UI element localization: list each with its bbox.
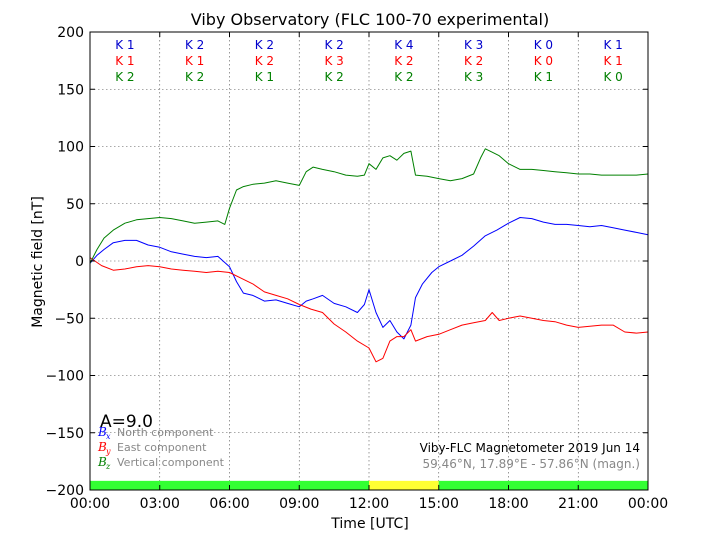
k-index-value: K 0	[603, 70, 622, 84]
y-tick-label: 150	[57, 82, 84, 98]
daylight-segment	[438, 480, 648, 490]
k-index-value: K 2	[394, 54, 413, 68]
k-index-value: K 3	[464, 70, 483, 84]
k-index-value: K 2	[255, 38, 274, 52]
y-axis-ticks: −200 −150 −100 −50 0 50 100 150 200	[46, 25, 648, 499]
k-index-value: K 2	[185, 70, 204, 84]
x-tick-label: 21:00	[558, 496, 598, 512]
x-tick-label: 15:00	[419, 496, 459, 512]
k-index-value: K 0	[534, 54, 553, 68]
x-axis-ticks: 00:00 03:00 06:00 09:00 12:00 15:00 18:00 21:00…	[70, 32, 668, 512]
y-tick-label: −100	[46, 369, 84, 385]
y-axis-label: Magnetic field [nT]	[30, 196, 46, 328]
station-title: Viby-FLC Magnetometer 2019 Jun 14	[420, 441, 640, 455]
k-index-value: K 3	[324, 54, 343, 68]
legend-symbol: B	[97, 455, 107, 469]
k-index-value: K 0	[534, 38, 553, 52]
k-index-value: K 2	[464, 54, 483, 68]
x-tick-label: 00:00	[70, 496, 110, 512]
y-tick-label: −50	[54, 311, 84, 327]
k-index-value: K 1	[603, 38, 622, 52]
a-index-label: A=9.0	[100, 412, 153, 432]
k-index-value: K 1	[185, 54, 204, 68]
y-tick-label: −150	[46, 426, 84, 442]
k-index-value: K 2	[324, 70, 343, 84]
y-tick-label: −200	[46, 483, 84, 499]
series-line	[89, 217, 649, 340]
station-coordinates: 59.46°N, 17.89°E - 57.86°N (magn.)	[423, 457, 640, 471]
x-tick-label: 12:00	[349, 496, 389, 512]
k-index-value: K 2	[115, 70, 134, 84]
legend-subscript: z	[105, 462, 111, 471]
legend-subscript: x	[106, 432, 111, 441]
legend-label: East component	[117, 441, 207, 454]
series-line	[89, 148, 649, 264]
legend-subscript: y	[105, 447, 111, 456]
daylight-segment	[369, 480, 439, 490]
k-index-value: K 1	[534, 70, 553, 84]
x-tick-label: 00:00	[628, 496, 668, 512]
series-lines	[89, 148, 649, 363]
k-index-value: K 3	[464, 38, 483, 52]
k-index-value: K 1	[255, 70, 274, 84]
legend-symbol: B	[97, 425, 107, 439]
y-tick-label: 0	[75, 254, 84, 270]
k-index-value: K 1	[115, 38, 134, 52]
y-tick-label: 50	[66, 197, 84, 213]
k-index-value: K 2	[255, 54, 274, 68]
legend-symbol: B	[97, 440, 107, 454]
x-tick-label: 03:00	[140, 496, 180, 512]
k-index-value: K 4	[394, 38, 413, 52]
k-index-value: K 2	[324, 38, 343, 52]
x-tick-label: 06:00	[209, 496, 249, 512]
k-index-value: K 1	[603, 54, 622, 68]
chart-title: Viby Observatory (FLC 100-70 experimenta…	[191, 10, 550, 29]
k-index-value: K 2	[185, 38, 204, 52]
x-tick-label: 18:00	[488, 496, 528, 512]
x-tick-label: 09:00	[279, 496, 319, 512]
series-line	[89, 257, 649, 363]
y-tick-label: 100	[57, 140, 84, 156]
k-index-value: K 2	[394, 70, 413, 84]
k-index-table: K 1 K 2 K 2 K 2 K 4 K 3 K 0 K 1 K 1 K 1 K 2 K 3 K 2 K…	[115, 38, 623, 84]
k-index-value: K 1	[115, 54, 134, 68]
legend-label: Vertical component	[117, 456, 225, 469]
grid-lines	[90, 32, 648, 490]
x-axis-label: Time [UTC]	[330, 516, 408, 532]
legend-label: North component	[117, 426, 214, 439]
y-tick-label: 200	[57, 25, 84, 41]
